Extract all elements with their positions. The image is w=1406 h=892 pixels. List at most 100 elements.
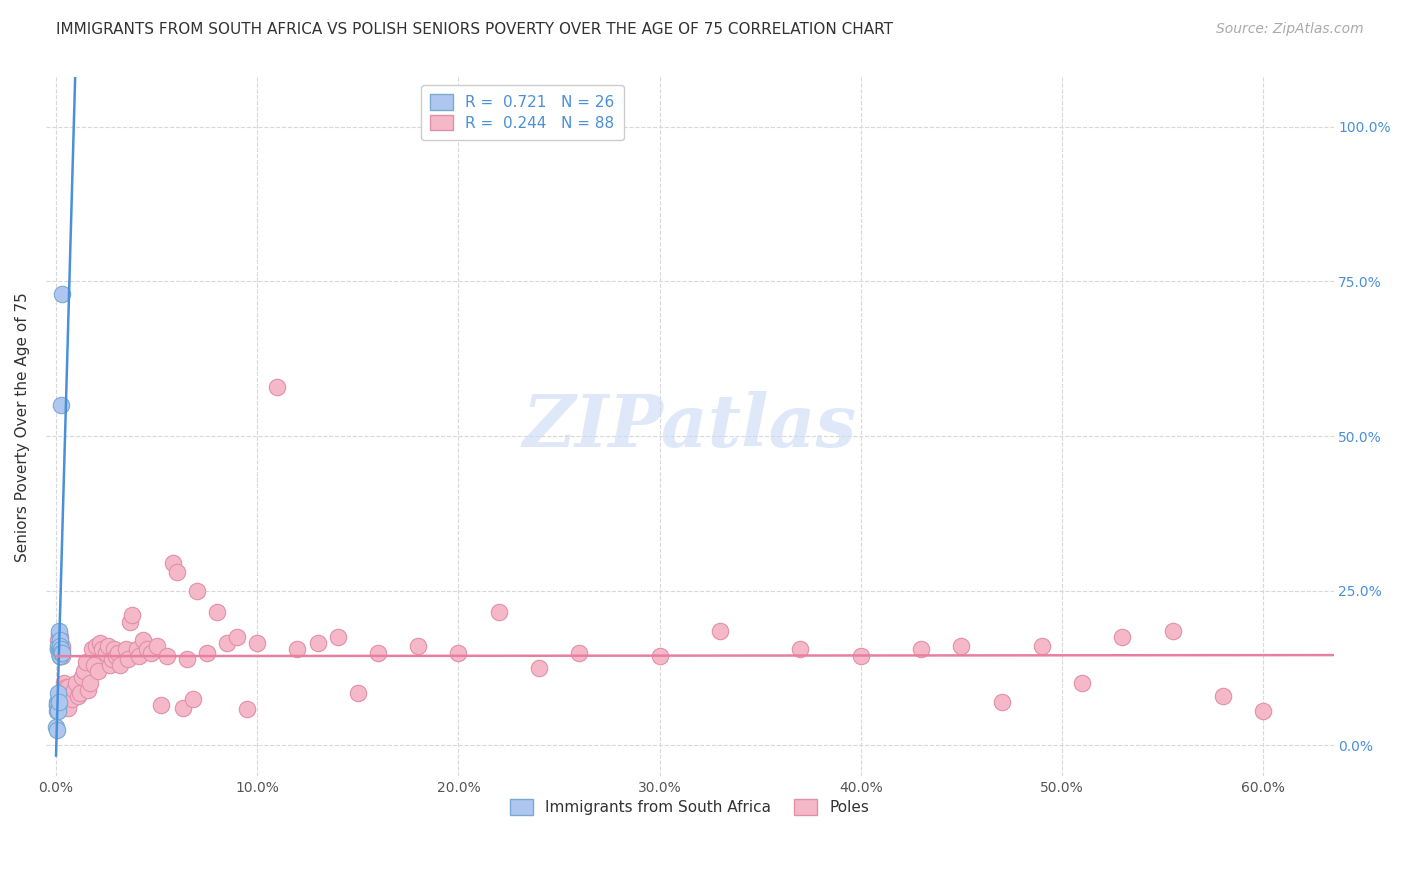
Point [89, 636, 111, 650]
Point [1031, 640, 1053, 654]
Point [46, 698, 69, 712]
Point [172, 701, 194, 715]
Point [49, 646, 72, 660]
Point [1212, 689, 1234, 703]
Point [156, 648, 179, 663]
Text: IMMIGRANTS FROM SOUTH AFRICA VS POLISH SENIORS POVERTY OVER THE AGE OF 75 CORREL: IMMIGRANTS FROM SOUTH AFRICA VS POLISH S… [56, 22, 893, 37]
Point [648, 648, 671, 663]
Point [162, 556, 184, 570]
Point [51, 642, 73, 657]
Point [51, 640, 73, 654]
Point [83, 657, 105, 672]
Point [49, 642, 72, 657]
Point [73, 664, 96, 678]
Point [51, 286, 73, 301]
Point [46, 698, 69, 712]
Point [48, 624, 70, 638]
Point [910, 642, 932, 657]
Point [287, 642, 309, 657]
Point [125, 642, 148, 657]
Point [120, 615, 142, 629]
Point [51, 646, 73, 660]
Point [77, 682, 100, 697]
Point [53, 676, 76, 690]
Point [950, 640, 973, 654]
Point [87, 664, 110, 678]
Point [55, 698, 77, 712]
Point [181, 691, 204, 706]
Point [48, 686, 70, 700]
Point [96, 646, 118, 660]
Point [105, 648, 128, 663]
Point [45, 720, 67, 734]
Point [568, 646, 591, 660]
Point [115, 642, 138, 657]
Point [1071, 676, 1094, 690]
Point [990, 695, 1012, 709]
Point [63, 682, 86, 697]
Point [117, 651, 139, 665]
Point [226, 630, 249, 644]
Point [55, 689, 77, 703]
Point [149, 698, 172, 712]
Point [195, 646, 218, 660]
Point [51, 646, 73, 660]
Point [51, 648, 73, 663]
Point [135, 642, 157, 657]
Point [46, 642, 69, 657]
Point [307, 636, 329, 650]
Point [236, 702, 259, 716]
Point [79, 676, 101, 690]
Point [128, 648, 150, 663]
Point [46, 633, 69, 648]
Point [98, 657, 121, 672]
Point [49, 630, 72, 644]
Point [145, 640, 167, 654]
Point [46, 704, 69, 718]
Point [367, 646, 389, 660]
Point [1111, 630, 1133, 644]
Point [46, 701, 69, 715]
Point [55, 680, 77, 694]
Point [1251, 704, 1274, 718]
Point [49, 633, 72, 648]
Text: Source: ZipAtlas.com: Source: ZipAtlas.com [1216, 22, 1364, 37]
Point [67, 689, 90, 703]
Point [107, 646, 129, 660]
Point [70, 670, 93, 684]
Point [46, 642, 69, 657]
Point [49, 648, 72, 663]
Point [49, 648, 72, 663]
Point [56, 680, 79, 694]
Point [488, 605, 510, 619]
Point [84, 640, 107, 654]
Point [49, 642, 72, 657]
Point [121, 608, 143, 623]
Point [406, 640, 429, 654]
Point [56, 701, 79, 715]
Text: ZIPatlas: ZIPatlas [523, 392, 856, 462]
Point [49, 648, 72, 663]
Point [48, 648, 70, 663]
Point [60, 691, 83, 706]
Point [215, 636, 238, 650]
Point [266, 379, 288, 393]
Point [166, 565, 188, 579]
Legend: Immigrants from South Africa, Poles: Immigrants from South Africa, Poles [501, 790, 879, 824]
Point [45, 695, 67, 709]
Point [346, 686, 368, 700]
Y-axis label: Seniors Poverty Over the Age of 75: Seniors Poverty Over the Age of 75 [15, 292, 30, 562]
Point [205, 605, 228, 619]
Point [49, 640, 72, 654]
Point [45, 704, 67, 718]
Point [110, 657, 132, 672]
Point [527, 661, 550, 675]
Point [48, 627, 70, 641]
Point [69, 686, 91, 700]
Point [709, 624, 731, 638]
Point [246, 636, 269, 650]
Point [186, 583, 208, 598]
Point [97, 640, 120, 654]
Point [447, 646, 470, 660]
Point [131, 633, 153, 648]
